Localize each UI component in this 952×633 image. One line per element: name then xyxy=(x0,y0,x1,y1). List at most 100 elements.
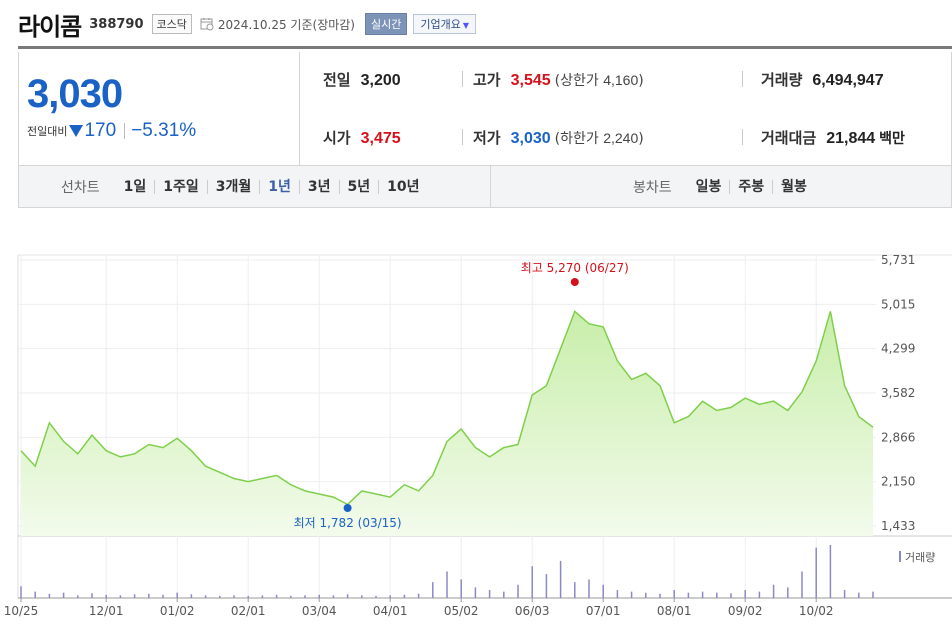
volume-bar xyxy=(829,545,832,598)
period-10y[interactable]: 10년 xyxy=(387,178,420,195)
current-price: 3,030 xyxy=(27,72,123,116)
x-tick-label: 08/01 xyxy=(657,604,692,618)
high-annotation: 최고 5,270 (06/27) xyxy=(521,261,629,275)
volume-bar xyxy=(872,591,874,598)
period-5y[interactable]: 5년 xyxy=(340,179,380,194)
open-value: 3,475 xyxy=(360,130,401,147)
x-tick-label: 10/02 xyxy=(799,604,834,618)
volume-bar xyxy=(48,593,51,598)
high-marker xyxy=(570,278,579,286)
volume-bar xyxy=(616,590,619,598)
period-1w[interactable]: 1주일 xyxy=(155,179,208,194)
x-tick-label: 06/03 xyxy=(515,604,550,618)
volume-bar xyxy=(190,594,193,598)
volume-bar xyxy=(20,586,22,598)
amount-unit: 백만 xyxy=(879,131,905,147)
volume-bar xyxy=(815,547,817,598)
volume-bar xyxy=(403,594,406,598)
volume-bar xyxy=(290,595,292,598)
volume-bar xyxy=(389,595,391,598)
period-1d[interactable]: 1일 xyxy=(116,179,156,194)
volume-bar xyxy=(204,595,207,598)
volume-bar xyxy=(460,579,462,598)
volume-value: 6,494,947 xyxy=(812,72,884,89)
down-arrow-icon xyxy=(69,125,84,137)
amount-label: 거래대금 xyxy=(761,129,817,147)
upper-limit-value: 4,160 xyxy=(603,72,639,88)
line-chart-label: 선차트 xyxy=(61,179,100,196)
toolbar-divider xyxy=(490,166,491,207)
volume-bar xyxy=(318,594,320,598)
volume-bar xyxy=(545,574,548,598)
candle-daily[interactable]: 일봉 xyxy=(688,179,731,194)
y-tick-label: 5,731 xyxy=(881,253,915,267)
high-label: 고가 xyxy=(473,71,501,89)
amount-value: 21,844 xyxy=(826,130,876,147)
divider xyxy=(742,71,743,87)
prev-close-label: 전일 xyxy=(323,71,351,89)
volume-bar xyxy=(375,595,377,598)
volume-bar xyxy=(801,571,803,598)
low-annotation: 최저 1,782 (03/15) xyxy=(294,516,402,530)
volume-bar xyxy=(133,594,136,598)
candle-chart-periods: 봉차트 일봉 주봉 월봉 xyxy=(633,166,815,207)
volume-bar xyxy=(659,593,661,598)
volume-bar xyxy=(588,579,590,598)
volume-bar xyxy=(744,590,746,598)
stock-code: 388790 xyxy=(89,16,144,32)
period-1y[interactable]: 1년 xyxy=(260,179,300,194)
volume-legend: 거래량 xyxy=(905,551,935,564)
low-label: 저가 xyxy=(473,129,501,147)
volume-bar xyxy=(673,590,675,598)
volume-bar xyxy=(148,593,150,598)
volume-bar xyxy=(687,592,690,598)
volume-bar xyxy=(517,584,519,598)
caret-down-icon: ▼ xyxy=(462,21,470,30)
price-summary: 3,030 전일대비 170 −5.31% 전일 3,200 고가 3,545 … xyxy=(18,52,952,166)
x-tick-label: 02/01 xyxy=(231,604,266,618)
volume-bar xyxy=(34,591,36,598)
stock-header: 라이콤 388790 코스닥 2024.10.25 기준(장마감) 실시간 기업… xyxy=(18,6,477,42)
volume-bar xyxy=(645,592,647,598)
x-tick-label: 03/04 xyxy=(302,604,337,618)
volume-bar xyxy=(119,595,122,598)
volume-bar xyxy=(701,591,704,598)
volume-bar xyxy=(630,591,633,598)
change-line: 전일대비 170 −5.31% xyxy=(27,120,196,142)
candle-chart-label: 봉차트 xyxy=(633,179,672,196)
company-name: 라이콤 xyxy=(18,12,82,41)
y-tick-label: 1,433 xyxy=(881,519,915,533)
corp-info-dropdown[interactable]: 기업개요 ▼ xyxy=(413,14,477,34)
change-value: 170 xyxy=(84,120,117,141)
volume-bar xyxy=(474,587,477,598)
y-tick-label: 4,299 xyxy=(881,342,915,356)
volume-bar xyxy=(772,584,775,598)
volume-bar xyxy=(503,591,505,598)
candle-monthly[interactable]: 월봉 xyxy=(781,178,807,195)
period-3y[interactable]: 3년 xyxy=(300,179,340,194)
volume-bars xyxy=(20,545,874,598)
volume-legend-swatch xyxy=(899,551,901,562)
price-chart[interactable]: 5,731 5,015 4,299 3,582 2,866 2,150 1,433 10/2… xyxy=(0,210,952,633)
volume-bar xyxy=(77,595,79,598)
volume-bar xyxy=(219,595,221,598)
current-price-box: 3,030 전일대비 170 −5.31% xyxy=(19,52,300,166)
volume-bar xyxy=(304,595,306,598)
volume-bar xyxy=(162,594,164,598)
realtime-button[interactable]: 실시간 xyxy=(365,13,408,35)
volume-bar xyxy=(346,594,349,598)
period-3m[interactable]: 3개월 xyxy=(208,179,261,194)
volume-bar xyxy=(91,593,93,598)
chart-toolbar: 선차트 1일 1주일 3개월 1년 3년 5년 10년 봉차트 일봉 주봉 월봉 xyxy=(18,166,952,208)
volume-bar xyxy=(602,584,604,598)
x-tick-label: 05/02 xyxy=(444,604,479,618)
x-tick-label: 10/25 xyxy=(4,604,39,618)
change-label: 전일대비 xyxy=(27,125,68,138)
low-marker xyxy=(343,504,352,512)
price-line xyxy=(20,310,874,506)
x-tick-label: 01/02 xyxy=(160,604,195,618)
upper-limit: (상한가 4,160) xyxy=(554,72,644,89)
volume-cell: 거래량 6,494,947 xyxy=(761,69,884,90)
candle-weekly[interactable]: 주봉 xyxy=(730,179,774,194)
y-tick-label: 3,582 xyxy=(881,386,915,400)
